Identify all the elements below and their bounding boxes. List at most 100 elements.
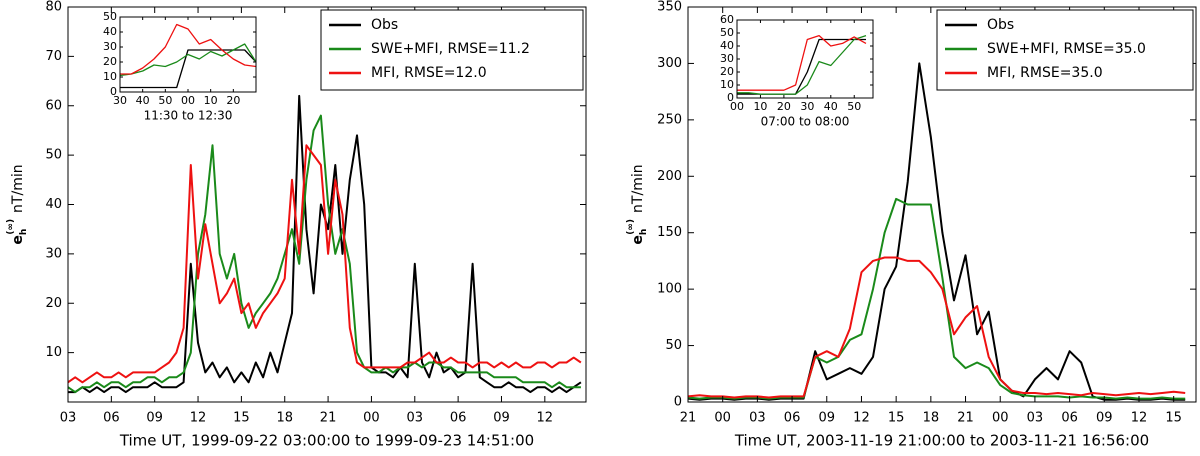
y-tick-label: 350 bbox=[657, 0, 682, 15]
x-tick-label: 06 bbox=[450, 411, 467, 426]
x-tick-label: 00 bbox=[730, 100, 744, 113]
x-axis-label: 11:30 to 12:30 bbox=[144, 109, 233, 123]
x-tick-label: 21 bbox=[957, 411, 974, 426]
y-label-symbol: e bbox=[10, 235, 26, 245]
x-tick-label: 50 bbox=[158, 94, 172, 107]
y-tick-label: 30 bbox=[45, 246, 62, 261]
x-tick-label: 30 bbox=[113, 94, 127, 107]
y-axis-label: eh(∞) nT/min bbox=[6, 164, 29, 244]
y-tick-label: 50 bbox=[720, 26, 734, 39]
x-tick-label: 15 bbox=[233, 411, 250, 426]
y-label-sup: (∞) bbox=[626, 219, 636, 235]
x-tick-label: 12 bbox=[1131, 411, 1148, 426]
x-tick-label: 03 bbox=[407, 411, 424, 426]
x-tick-label: 09 bbox=[818, 411, 835, 426]
y-tick-label: 10 bbox=[103, 70, 117, 83]
x-tick-label: 30 bbox=[800, 100, 814, 113]
y-tick-label: 60 bbox=[720, 13, 734, 26]
x-tick-label: 06 bbox=[103, 411, 120, 426]
x-tick-label: 06 bbox=[1061, 411, 1078, 426]
x-tick-label: 12 bbox=[853, 411, 870, 426]
x-tick-label: 00 bbox=[714, 411, 731, 426]
legend-box bbox=[320, 9, 584, 91]
legend-label: MFI, RMSE=35.0 bbox=[987, 65, 1103, 81]
y-tick-label: 200 bbox=[657, 169, 682, 184]
y-tick-label: 50 bbox=[103, 10, 117, 23]
y-tick-label: 0 bbox=[727, 91, 734, 104]
y-tick-label: 80 bbox=[45, 0, 62, 15]
y-tick-label: 10 bbox=[720, 78, 734, 91]
y-axis-label: eh(∞) nT/min bbox=[626, 164, 649, 244]
x-tick-label: 21 bbox=[320, 411, 337, 426]
y-tick-label: 70 bbox=[45, 49, 62, 64]
y-tick-label: 40 bbox=[103, 25, 117, 38]
x-tick-label: 20 bbox=[777, 100, 791, 113]
x-tick-label: 09 bbox=[1096, 411, 1113, 426]
legend-box bbox=[936, 9, 1194, 91]
y-label-unit: nT/min bbox=[630, 164, 646, 213]
x-tick-label: 03 bbox=[1027, 411, 1044, 426]
y-tick-label: 100 bbox=[657, 282, 682, 297]
y-label-unit: nT/min bbox=[10, 164, 26, 213]
inset-area bbox=[737, 20, 873, 98]
y-tick-label: 0 bbox=[110, 85, 117, 98]
x-tick-label: 00 bbox=[181, 94, 195, 107]
x-tick-label: 40 bbox=[136, 94, 150, 107]
x-tick-label: 06 bbox=[784, 411, 801, 426]
x-tick-label: 03 bbox=[60, 411, 77, 426]
axes-frame bbox=[687, 6, 1197, 403]
y-tick-label: 50 bbox=[45, 148, 62, 163]
y-tick-label: 300 bbox=[657, 56, 682, 71]
y-label-sub: h bbox=[19, 229, 29, 235]
x-tick-label: 03 bbox=[749, 411, 766, 426]
y-tick-label: 30 bbox=[720, 52, 734, 65]
series-line bbox=[67, 114, 581, 394]
y-tick-label: 30 bbox=[103, 40, 117, 53]
x-axis-label: Time UT, 1999-09-22 03:00:00 to 1999-09-… bbox=[119, 432, 534, 450]
series-line bbox=[119, 43, 257, 77]
y-tick-label: 150 bbox=[657, 225, 682, 240]
series-line bbox=[67, 144, 582, 384]
x-axis-label: 07:00 to 08:00 bbox=[761, 115, 850, 129]
x-tick-label: 00 bbox=[363, 411, 380, 426]
y-label-sub: h bbox=[639, 229, 649, 235]
y-tick-label: 20 bbox=[45, 296, 62, 311]
x-tick-label: 15 bbox=[1165, 411, 1182, 426]
y-tick-label: 10 bbox=[45, 345, 62, 360]
x-tick-label: 15 bbox=[888, 411, 905, 426]
x-tick-label: 20 bbox=[226, 94, 240, 107]
x-tick-label: 18 bbox=[276, 411, 293, 426]
x-axis-label: Time UT, 2003-11-19 21:00:00 to 2003-11-… bbox=[734, 432, 1149, 450]
x-tick-label: 18 bbox=[923, 411, 940, 426]
x-tick-label: 09 bbox=[146, 411, 163, 426]
y-tick-label: 20 bbox=[103, 55, 117, 68]
y-tick-label: 40 bbox=[720, 39, 734, 52]
y-tick-label: 20 bbox=[720, 65, 734, 78]
series-line bbox=[120, 23, 257, 75]
legend-label: SWE+MFI, RMSE=35.0 bbox=[987, 41, 1146, 57]
y-label-sup: (∞) bbox=[6, 219, 16, 235]
series-line bbox=[737, 34, 867, 91]
x-tick-label: 12 bbox=[190, 411, 207, 426]
y-label-symbol: e bbox=[630, 235, 646, 245]
y-tick-label: 40 bbox=[45, 197, 62, 212]
series-line bbox=[687, 62, 1186, 401]
x-tick-label: 12 bbox=[537, 411, 554, 426]
series-line bbox=[737, 34, 867, 95]
series-line bbox=[687, 197, 1186, 400]
legend-label: SWE+MFI, RMSE=11.2 bbox=[371, 41, 530, 57]
x-tick-label: 10 bbox=[753, 100, 767, 113]
series-line bbox=[687, 256, 1186, 399]
y-tick-label: 0 bbox=[674, 395, 682, 410]
x-tick-label: 09 bbox=[493, 411, 510, 426]
x-tick-label: 40 bbox=[824, 100, 838, 113]
y-tick-label: 50 bbox=[665, 338, 682, 353]
legend-label: MFI, RMSE=12.0 bbox=[371, 65, 487, 81]
x-tick-label: 50 bbox=[847, 100, 861, 113]
y-tick-label: 60 bbox=[45, 98, 62, 113]
y-tick-label: 250 bbox=[657, 112, 682, 127]
legend-label: Obs bbox=[987, 17, 1014, 33]
x-tick-label: 10 bbox=[204, 94, 218, 107]
x-tick-label: 00 bbox=[992, 411, 1009, 426]
